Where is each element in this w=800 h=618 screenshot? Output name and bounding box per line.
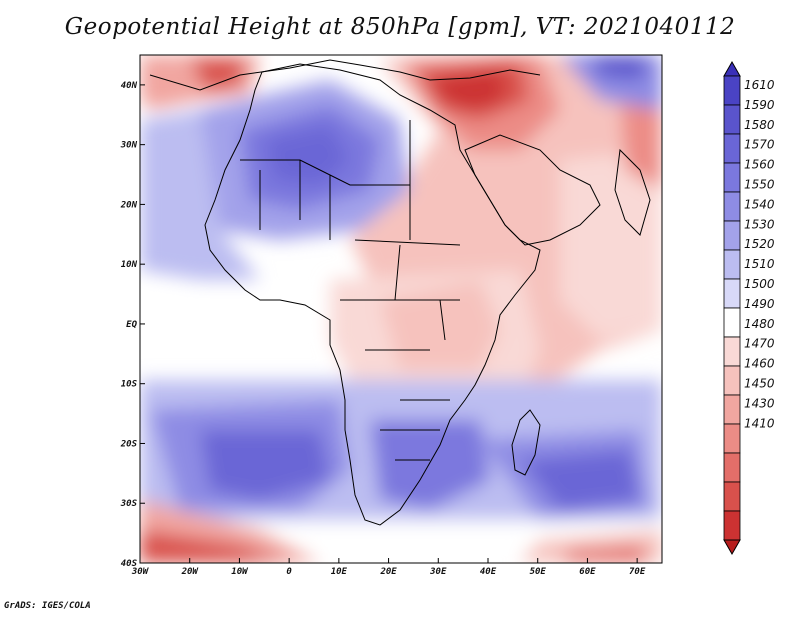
colorbar-label: 1510 xyxy=(744,257,775,271)
colorbar-swatch xyxy=(723,75,741,106)
colorbar-label: 1540 xyxy=(744,197,775,211)
x-tick-label: 30E xyxy=(429,567,447,577)
colorbar-swatch xyxy=(723,278,741,309)
colorbar-label: 1570 xyxy=(744,138,775,152)
colorbar-label: 1480 xyxy=(744,317,775,331)
x-tick-label: 40E xyxy=(480,567,497,577)
x-tick-label: 70E xyxy=(629,567,646,577)
y-tick-label: EQ xyxy=(126,320,137,330)
colorbar-label: 1520 xyxy=(744,237,775,251)
colorbar-swatch xyxy=(723,104,741,135)
colorbar-swatch xyxy=(723,191,741,222)
x-tick-label: 60E xyxy=(579,567,596,577)
colorbar-top-arrow xyxy=(723,60,741,77)
colorbar-label: 1590 xyxy=(744,98,775,112)
colorbar-swatch xyxy=(723,336,741,367)
colorbar-swatch xyxy=(723,307,741,338)
colorbar-label: 1450 xyxy=(744,377,775,391)
y-tick-label: 20N xyxy=(120,200,138,210)
colorbar-bottom-arrow xyxy=(723,539,741,556)
colorbar-label: 1580 xyxy=(744,118,775,132)
y-tick-label: 10N xyxy=(121,260,138,270)
y-tick-label: 10S xyxy=(121,380,138,390)
credit-text: GrADS: IGES/COLA xyxy=(4,601,91,611)
y-tick-label: 30S xyxy=(120,499,138,509)
colorbar-label: 1500 xyxy=(744,277,775,291)
x-tick-label: 30W xyxy=(131,567,150,577)
x-tick-label: 20E xyxy=(379,567,397,577)
colorbar-swatch xyxy=(723,162,741,193)
colorbar-label: 1460 xyxy=(744,357,775,371)
colorbar-swatch xyxy=(723,510,741,541)
colorbar-swatch xyxy=(723,133,741,164)
colorbar-swatch xyxy=(723,394,741,425)
colorbar-label: 1550 xyxy=(744,178,775,192)
colorbar-label: 1470 xyxy=(744,337,775,351)
height-field-shading xyxy=(140,55,662,563)
colorbar-label: 1490 xyxy=(744,297,775,311)
y-tick-label: 20S xyxy=(120,439,138,449)
colorbar-label: 1610 xyxy=(744,78,775,92)
colorbar: 1610 1590 1580 1570 1560 1550 1540 1530 1520 1510… xyxy=(723,60,775,556)
coastlines xyxy=(149,59,651,526)
longitude-axis: 30W 20W 10W 0 10E 20E 30E 40E 50E 60E 70E xyxy=(131,558,646,577)
y-tick-label: 40N xyxy=(121,81,138,91)
colorbar-label: 1560 xyxy=(744,158,775,172)
colorbar-swatch xyxy=(723,481,741,512)
colorbar-swatch xyxy=(723,249,741,280)
y-tick-label: 40S xyxy=(121,559,138,569)
x-tick-label: 50E xyxy=(530,567,547,577)
colorbar-label: 1530 xyxy=(744,217,775,231)
colorbar-swatch xyxy=(723,423,741,454)
colorbar-swatch xyxy=(723,220,741,251)
x-tick-label: 0 xyxy=(286,567,292,577)
colorbar-swatch xyxy=(723,452,741,483)
x-tick-label: 10W xyxy=(231,567,249,577)
y-tick-label: 30N xyxy=(120,141,138,151)
latitude-axis: 40N 30N 20N 10N EQ 10S 20S 30S 40S xyxy=(120,81,145,569)
colorbar-label: 1410 xyxy=(744,416,775,430)
x-tick-label: 20W xyxy=(181,567,200,577)
map-title: Geopotential Height at 850hPa [gpm], VT:… xyxy=(64,14,736,40)
colorbar-label: 1430 xyxy=(744,396,775,410)
plot-frame xyxy=(139,54,663,564)
colorbar-swatch xyxy=(723,365,741,396)
x-tick-label: 10E xyxy=(331,567,348,577)
